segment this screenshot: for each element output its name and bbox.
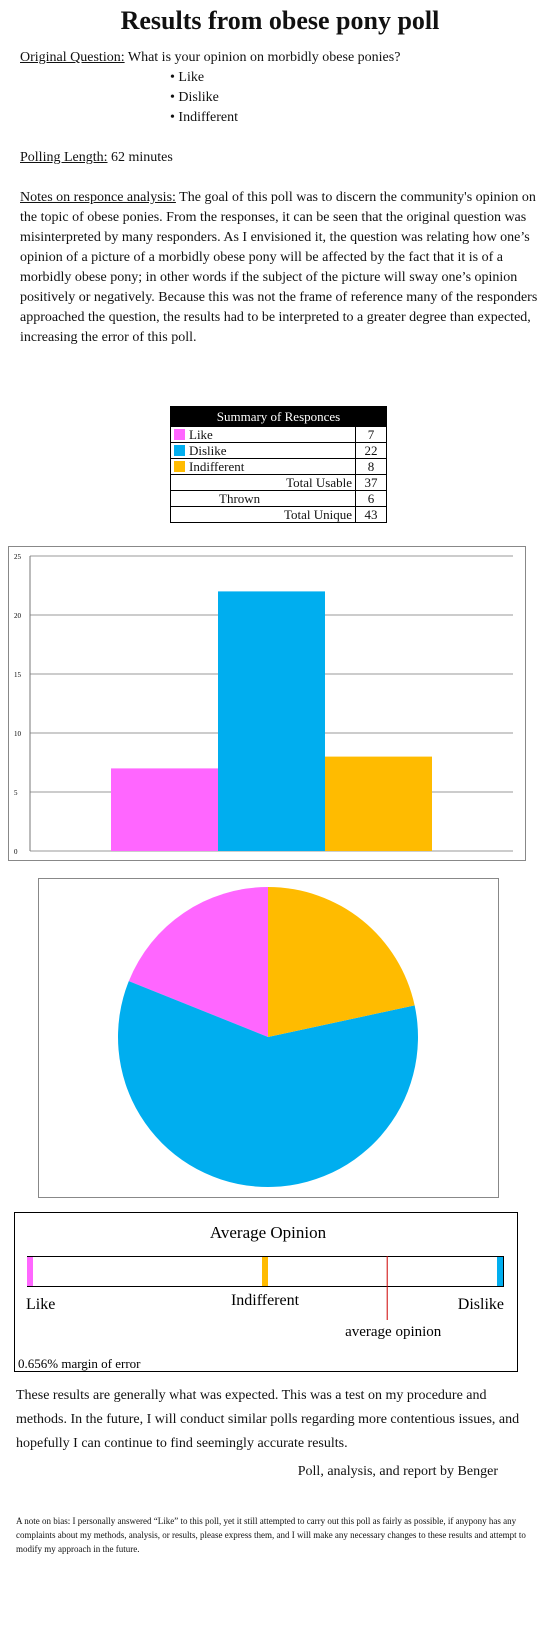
scale-marker — [262, 1257, 268, 1286]
label: Polling Length: — [20, 150, 108, 165]
row-label: Indifferent — [170, 458, 356, 475]
average-label: average opinion — [345, 1324, 442, 1340]
swatch — [174, 429, 185, 440]
row-value: 8 — [355, 458, 387, 475]
pie-slice — [128, 887, 268, 1037]
row-value: 43 — [355, 506, 387, 523]
y-tick-label: 5 — [14, 789, 18, 797]
y-tick-label: 15 — [14, 671, 22, 679]
option-text: Indifferent — [178, 110, 239, 125]
bar — [325, 756, 432, 851]
bar — [218, 591, 325, 851]
label: Thrown — [219, 491, 261, 506]
table-row: Thrown 6 — [170, 490, 387, 507]
scale-title: Average Opinion — [210, 1223, 327, 1242]
question: Original Question: What is your opinion … — [20, 48, 400, 68]
table-row: Total Unique 43 — [170, 506, 387, 523]
table-header: Summary of Responces — [170, 406, 387, 427]
scale-marker — [497, 1257, 503, 1286]
label: Dislike — [189, 443, 227, 458]
pie-slice — [118, 981, 419, 1187]
table-row: Indifferent 8 — [170, 458, 387, 475]
option-text: Dislike — [178, 90, 219, 105]
title: Results from obese pony poll — [120, 6, 440, 35]
options: • Like • Dislike • Indifferent — [170, 68, 238, 128]
row-value: 37 — [355, 474, 387, 491]
row-label: Thrown — [170, 490, 356, 507]
opinion-scale: Average Opinion 0.656% margin of error L… — [14, 1212, 518, 1372]
frame — [14, 1212, 518, 1372]
y-tick-label: 10 — [14, 730, 22, 738]
pie-slice — [268, 887, 415, 1037]
swatch — [174, 461, 185, 472]
row-value: 22 — [355, 442, 387, 459]
option: • Indifferent — [170, 110, 239, 125]
row-label: Total Usable — [170, 474, 356, 491]
bar — [111, 768, 218, 851]
label: Like — [189, 427, 213, 442]
row-label: Dislike — [170, 442, 356, 459]
scale-label: Like — [26, 1296, 55, 1313]
option-text: Like — [178, 70, 205, 85]
pie-chart — [38, 878, 499, 1198]
notes: Notes on responce analysis: The goal of … — [20, 188, 545, 348]
bias-note: A note on bias: I personally answered “L… — [16, 1516, 526, 1554]
signature: Poll, analysis, and report by Benger — [297, 1464, 498, 1479]
y-tick-label: 25 — [14, 553, 22, 561]
notes-text: The goal of this poll was to discern the… — [20, 190, 538, 345]
scale-label: Dislike — [458, 1296, 504, 1313]
row-label: Like — [170, 426, 356, 443]
question-text: What is your opinion on morbidly obese p… — [127, 50, 401, 65]
row-value: 6 — [355, 490, 387, 507]
margin-label: 0.656% margin of error — [18, 1356, 141, 1371]
table-row: Like 7 — [170, 426, 387, 443]
value: 62 minutes — [111, 150, 173, 165]
label: Total Unique — [283, 507, 352, 522]
table-row: Total Usable 37 — [170, 474, 387, 491]
option: • Dislike — [170, 90, 219, 105]
bar-chart: 0 5 10 15 20 25 — [8, 546, 526, 861]
closing: These results are generally what was exp… — [16, 1388, 520, 1451]
table-row: Dislike 22 — [170, 442, 387, 459]
y-tick-label: 20 — [14, 612, 22, 620]
y-tick-label: 0 — [14, 848, 18, 856]
swatch — [174, 445, 185, 456]
scale-label: Indifferent — [231, 1292, 300, 1309]
label: Notes on responce analysis: — [20, 190, 176, 205]
row-label: Total Unique — [170, 506, 356, 523]
label: Original Question: — [20, 50, 125, 65]
polling-length: Polling Length: 62 minutes — [20, 148, 173, 168]
label: Total Usable — [286, 475, 352, 490]
scale-marker — [27, 1257, 33, 1286]
option: • Like — [170, 70, 205, 85]
summary-table: Summary of Responces Like 7 Dislike 22 Indif… — [170, 406, 387, 523]
row-value: 7 — [355, 426, 387, 443]
label: Indifferent — [189, 459, 245, 474]
